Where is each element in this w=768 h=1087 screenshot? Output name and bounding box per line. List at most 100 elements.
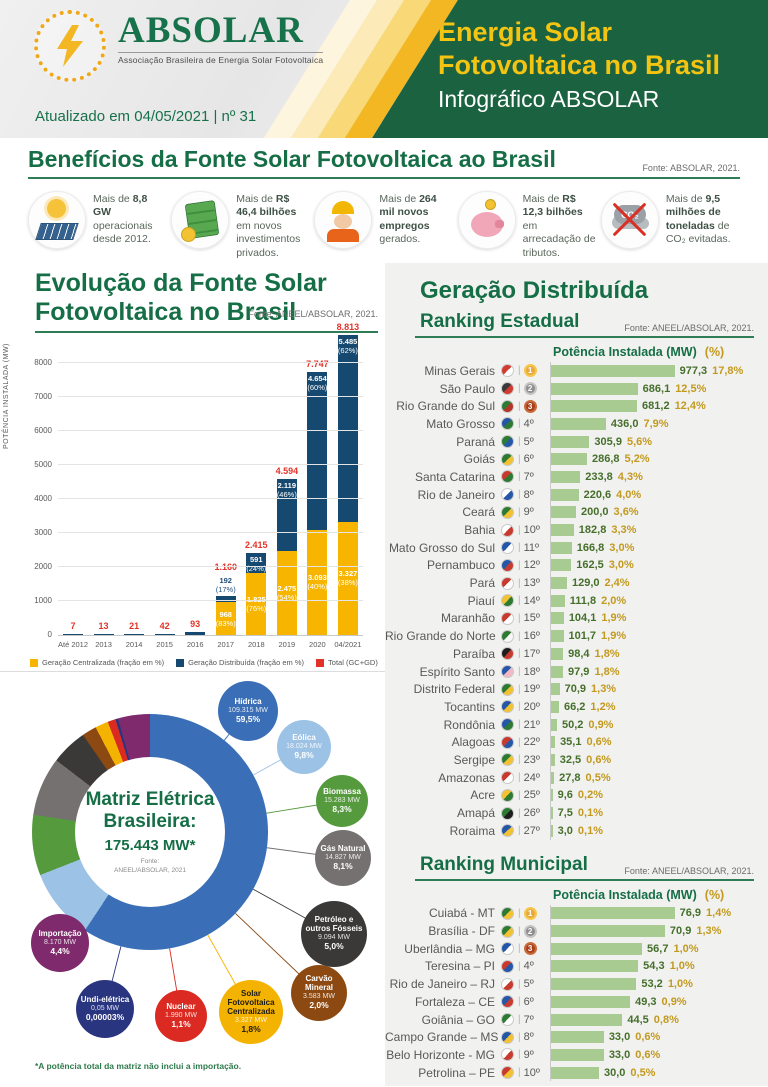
state-flag-icon [501, 435, 514, 449]
table-row: Goiânia – GO | 7º 44,5 0,8% [385, 1010, 768, 1029]
gc-pct: (83%) [215, 618, 236, 628]
bubble-label: Importação [38, 928, 82, 938]
ranking-estadual-section: Ranking Estadual Fonte: ANEEL/ABSOLAR, 2… [385, 311, 768, 840]
rank-label: 10º [523, 524, 540, 537]
ranking-bar [550, 960, 639, 973]
state-flag-icon [501, 382, 514, 396]
total-label: 13 [98, 621, 109, 631]
bubble-mw: 15.283 MW [324, 796, 360, 804]
separator: | [518, 436, 521, 448]
table-row: Mato Grosso do Sul | 11º 166,8 3,0% [385, 538, 768, 557]
rank-label: 24º [523, 771, 540, 784]
state-name: Fortaleza – CE [414, 994, 495, 1009]
bar-zone: 50,2 0,9% [549, 715, 768, 734]
pct-value: 5,6% [626, 435, 653, 448]
state-name: Rio de Janeiro – RJ [389, 977, 495, 992]
mw-value: 233,8 [585, 470, 613, 483]
rank-box: 2 [523, 382, 550, 396]
rank-label: 13º [523, 577, 540, 590]
bar-stack [215, 595, 236, 635]
pct-value: 0,1% [577, 807, 603, 820]
mw-value: 129,0 [571, 577, 600, 590]
bar-segment-gc [215, 602, 236, 635]
absolar-logo: ABSOLAR Associação Brasileira de Energia… [34, 10, 324, 82]
legend-label: Geração Centralizada (fração em %) [42, 658, 165, 667]
state-name: Pernambuco [426, 558, 495, 573]
state-name: Petrolina – PE [418, 1065, 495, 1080]
bubble-label: Nuclear [166, 1001, 196, 1011]
gc-pct: (54%) [276, 592, 297, 602]
pct-value: 3,0% [609, 541, 635, 554]
gridline [58, 430, 363, 431]
solar-panel-icon [28, 191, 86, 249]
gridline [58, 464, 363, 465]
rank-box: 1 [523, 364, 550, 378]
state-name: Bahia [464, 523, 495, 538]
bubble-mw: 8.170 MW [44, 938, 76, 946]
pct-value: 1,3% [591, 683, 617, 696]
benefits-title: Benefícios da Fonte Solar Fotovoltaica a… [28, 146, 556, 172]
y-tick-label: 5000 [34, 460, 52, 469]
gc-label: 3.327 (38%) [331, 569, 365, 587]
separator: | [518, 754, 521, 766]
separator: | [518, 1014, 521, 1026]
pct-value: 0,9% [588, 718, 614, 731]
bar-zone: 104,1 1,9% [549, 609, 768, 628]
gd-label: 4.654 (60%) [300, 374, 334, 392]
header-green-panel: Energia Solar Fotovoltaica no Brasil Inf… [372, 0, 768, 138]
table-row: Rondônia | 21º 50,2 0,9% [385, 715, 768, 734]
separator: | [518, 1067, 521, 1079]
bar-segment-gc [246, 572, 267, 635]
gc-pct: (76%) [246, 603, 267, 613]
x-tick-label: 2014 [125, 640, 143, 649]
worker-icon [314, 191, 373, 249]
rank-box: 15º [524, 612, 550, 624]
ranking-estadual-rows: Minas Gerais | 1 977,3 17,8% São Paulo | 2 686,1… [385, 362, 768, 840]
rank-box: 9º [524, 1049, 550, 1061]
rank-box: 1 [523, 906, 550, 920]
bar-segment-gd [215, 595, 236, 603]
mw-value: 33,0 [608, 1048, 631, 1061]
ranking-bar [550, 1013, 623, 1026]
bar-zone: 30,0 0,5% [549, 1063, 768, 1082]
state-flag-icon [501, 1066, 514, 1080]
ranking-municipal-title: Ranking Municipal [420, 853, 588, 875]
table-row: Amapá | 26º 7,5 0,1% [385, 804, 768, 822]
pct-value: 7,9% [643, 417, 669, 430]
state-flag-icon [501, 523, 514, 537]
money-icon [171, 191, 230, 249]
rank-box: 8º [524, 1031, 550, 1043]
rank-label: 15º [523, 612, 540, 625]
ranking-bar [550, 942, 643, 955]
rank-box: 14º [524, 595, 550, 607]
mw-value: 162,5 [576, 559, 604, 572]
mw-value: 9,6 [557, 789, 573, 802]
gc-label: 1.825(76%) [239, 595, 273, 613]
bar-zone: 7,5 0,1% [549, 804, 768, 822]
rank-box: 3 [523, 942, 550, 956]
rank-box: 13º [524, 577, 550, 589]
ranking-bar [550, 1048, 604, 1061]
ranking-bar [550, 771, 555, 784]
state-name: Mato Grosso do Sul [388, 540, 495, 555]
mw-value: 70,9 [564, 683, 587, 696]
rank-box: 27º [524, 825, 550, 837]
bar-zone: 220,6 4,0% [549, 485, 768, 504]
rank-box: 19º [524, 683, 550, 695]
pct-value: 0,6% [635, 1048, 661, 1061]
rank-label: 25º [523, 789, 540, 802]
rank-box: 12º [524, 559, 550, 571]
bar-group: 93 2016 [182, 363, 208, 649]
mw-value: 27,8 [559, 771, 581, 784]
mw-value: 220,6 [583, 488, 612, 501]
ranking-bar [550, 807, 553, 820]
pct-value: 3,3% [611, 524, 637, 537]
separator: | [518, 612, 521, 624]
table-row: Santa Catarina | 7º 233,8 4,3% [385, 468, 768, 486]
bar-zone: 32,5 0,6% [549, 751, 768, 769]
rank-box: 2 [523, 924, 550, 938]
separator: | [518, 960, 521, 972]
state-flag-icon [501, 824, 514, 838]
pct-value: 3,0% [608, 559, 634, 572]
gridline [58, 600, 363, 601]
